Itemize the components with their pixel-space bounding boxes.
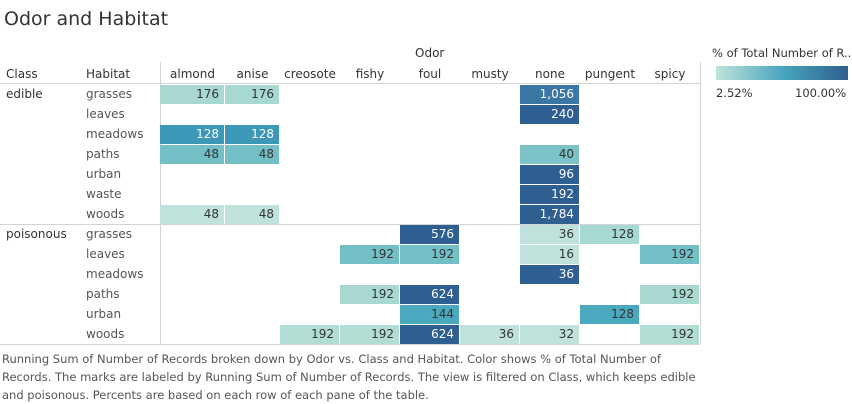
grid-right-border xyxy=(700,62,701,344)
habitat-label-poisonous-urban: urban xyxy=(86,307,122,321)
heatmap-cell-none[interactable]: 96 xyxy=(520,165,579,184)
heatmap-cell-none[interactable]: 240 xyxy=(520,105,579,124)
habitat-label-poisonous-woods: woods xyxy=(86,327,125,341)
heatmap-cell-almond[interactable]: 48 xyxy=(160,205,224,224)
heatmap-cell-foul[interactable]: 624 xyxy=(400,285,459,304)
heatmap-cell-foul[interactable]: 576 xyxy=(400,225,459,244)
heatmap-cell-spicy[interactable]: 192 xyxy=(640,285,699,304)
chart-title: Odor and Habitat xyxy=(4,8,169,30)
column-header-musty: musty xyxy=(471,67,509,81)
column-header-fishy: fishy xyxy=(355,67,385,81)
class-row-header: Class xyxy=(6,67,38,81)
habitat-label-poisonous-paths: paths xyxy=(86,287,120,301)
habitat-label-edible-waste: waste xyxy=(86,187,122,201)
column-header-foul: foul xyxy=(418,67,442,81)
column-header-creosote: creosote xyxy=(284,67,336,81)
heatmap-cell-almond[interactable]: 176 xyxy=(160,85,224,104)
heatmap-cell-none[interactable]: 40 xyxy=(520,145,579,164)
heatmap-cell-almond[interactable]: 128 xyxy=(160,125,224,144)
class-label-edible: edible xyxy=(6,87,43,101)
heatmap-cell-anise[interactable]: 176 xyxy=(225,85,279,104)
header-divider xyxy=(0,83,700,84)
heatmap-cell-fishy[interactable]: 192 xyxy=(340,245,399,264)
caption: Running Sum of Number of Records broken … xyxy=(2,352,696,402)
heatmap-cell-almond[interactable]: 48 xyxy=(160,145,224,164)
habitat-label-edible-urban: urban xyxy=(86,167,122,181)
legend-color-bar xyxy=(716,66,848,80)
legend-min-label: 2.52% xyxy=(716,86,753,100)
heatmap-cell-none[interactable]: 16 xyxy=(520,245,579,264)
heatmap-cell-foul[interactable]: 144 xyxy=(400,305,459,324)
odor-group-header: Odor xyxy=(415,46,445,60)
heatmap-cell-none[interactable]: 1,056 xyxy=(520,85,579,104)
table-bottom-line xyxy=(0,344,700,345)
heatmap-cell-none[interactable]: 1,784 xyxy=(520,205,579,224)
habitat-label-edible-grasses: grasses xyxy=(86,87,133,101)
heatmap-cell-foul[interactable]: 192 xyxy=(400,245,459,264)
heatmap-cell-spicy[interactable]: 192 xyxy=(640,245,699,264)
column-header-almond: almond xyxy=(170,67,215,81)
heatmap-cell-foul[interactable]: 624 xyxy=(400,325,459,344)
heatmap-cell-creosote[interactable]: 192 xyxy=(280,325,339,344)
heatmap-cell-anise[interactable]: 48 xyxy=(225,205,279,224)
column-header-spicy: spicy xyxy=(654,67,686,81)
column-header-anise: anise xyxy=(236,67,269,81)
heatmap-cell-anise[interactable]: 48 xyxy=(225,145,279,164)
column-header-none: none xyxy=(535,67,565,81)
heatmap-cell-fishy[interactable]: 192 xyxy=(340,285,399,304)
habitat-label-poisonous-meadows: meadows xyxy=(86,267,144,281)
habitat-label-edible-meadows: meadows xyxy=(86,127,144,141)
habitat-label-edible-paths: paths xyxy=(86,147,120,161)
heatmap-cell-pungent[interactable]: 128 xyxy=(580,225,639,244)
habitat-label-poisonous-grasses: grasses xyxy=(86,227,133,241)
heatmap-cell-musty[interactable]: 36 xyxy=(460,325,519,344)
heatmap-cell-none[interactable]: 32 xyxy=(520,325,579,344)
heatmap-cell-spicy[interactable]: 192 xyxy=(640,325,699,344)
legend-title: % of Total Number of R.. xyxy=(712,46,852,60)
grid-left-border xyxy=(160,62,161,344)
habitat-label-edible-woods: woods xyxy=(86,207,125,221)
class-label-poisonous: poisonous xyxy=(6,227,67,241)
heatmap-cell-fishy[interactable]: 192 xyxy=(340,325,399,344)
habitat-label-poisonous-leaves: leaves xyxy=(86,247,125,261)
heatmap-cell-none[interactable]: 36 xyxy=(520,225,579,244)
heatmap-cell-pungent[interactable]: 128 xyxy=(580,305,639,324)
habitat-row-header: Habitat xyxy=(86,67,131,81)
column-header-pungent: pungent xyxy=(584,67,636,81)
legend-max-label: 100.00% xyxy=(795,86,847,100)
class-divider xyxy=(0,224,700,225)
heatmap-cell-none[interactable]: 36 xyxy=(520,265,579,284)
heatmap-cell-anise[interactable]: 128 xyxy=(225,125,279,144)
habitat-label-edible-leaves: leaves xyxy=(86,107,125,121)
heatmap-cell-none[interactable]: 192 xyxy=(520,185,579,204)
